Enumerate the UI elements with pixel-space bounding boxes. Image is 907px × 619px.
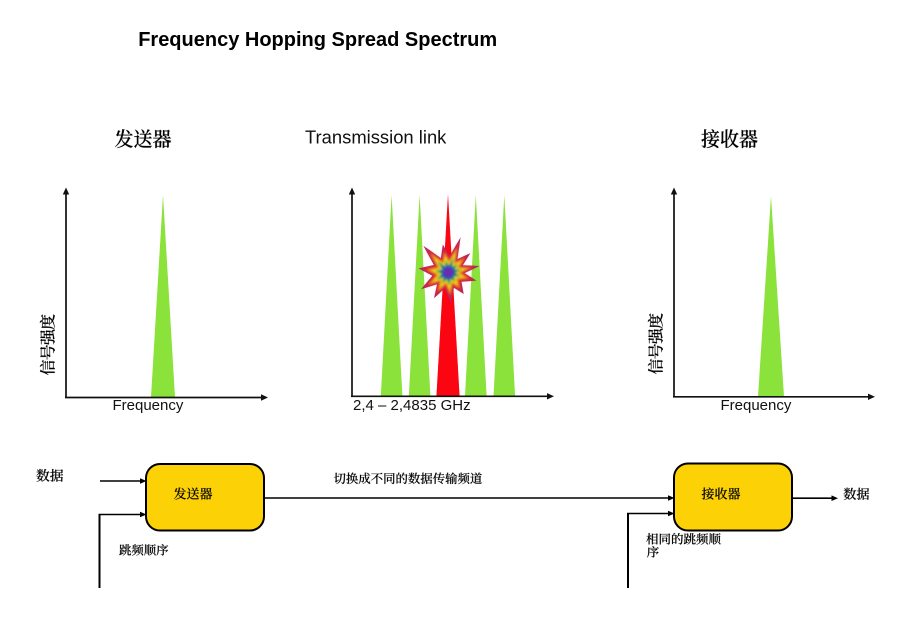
svg-text:2,4 – 2,4835 GHz: 2,4 – 2,4835 GHz <box>353 397 471 414</box>
svg-text:Transmission link: Transmission link <box>305 127 447 148</box>
svg-text:Frequency: Frequency <box>113 397 184 414</box>
svg-text:Frequency Hopping Spread Spect: Frequency Hopping Spread Spectrum <box>138 29 497 51</box>
svg-text:Frequency: Frequency <box>721 397 792 414</box>
